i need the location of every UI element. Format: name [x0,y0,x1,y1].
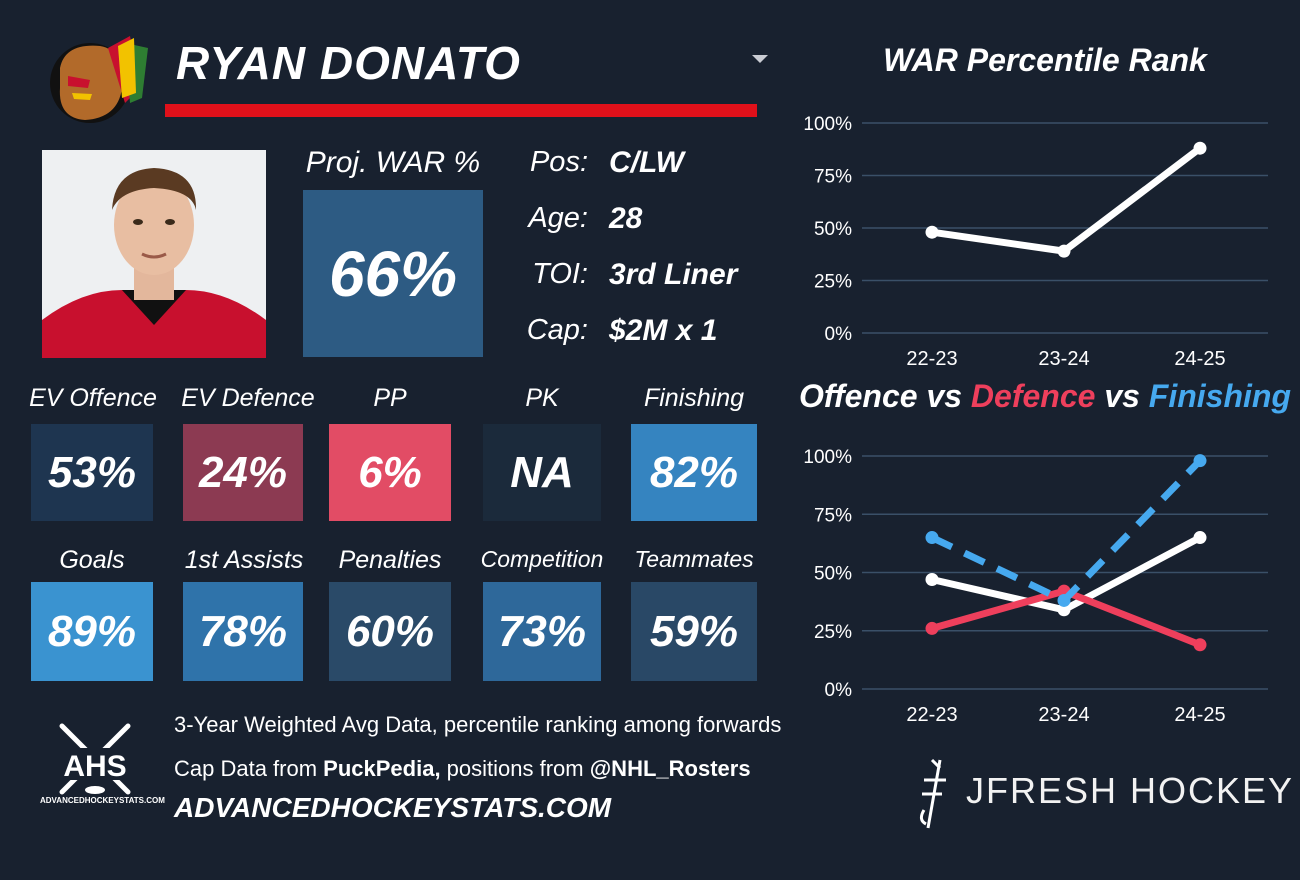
odf-chart-x-tick-label: 23-24 [1038,704,1089,726]
player-headshot [42,150,266,358]
war-chart-y-tick-label: 50% [814,219,852,240]
title-part-vs-1: vs [917,378,971,414]
chevron-down-icon[interactable] [752,55,768,63]
brand-wordmark: JFRESH HOCKEY [966,770,1295,811]
odf-chart-y-tick-label: 50% [814,564,852,585]
odf-chart-y-tick-label: 25% [814,622,852,643]
cap-value: $2M x 1 [609,314,718,347]
team-logo [50,36,148,123]
odf-chart-point-finishing [1193,454,1207,468]
toi-value: 3rd Liner [609,258,738,291]
stat-label-finishing: Finishing [643,384,745,412]
war-chart-x-tick-label: 22-23 [906,348,957,370]
war-chart-point-0 [1057,244,1071,258]
stat-label-ev-defence: EV Defence [181,384,315,412]
puckpedia-link[interactable]: PuckPedia, [323,756,441,781]
war-percentile-chart: 100% 75% 50% 25% 0% 22-23 23-24 24-25 [803,114,1268,370]
stat-box-pp: 6% [329,424,451,521]
jfresh-logo-icon [919,758,946,829]
war-chart-y-tick-label: 75% [814,167,852,188]
stat-box-penalties: 60% [329,582,451,681]
stat-label-penalties: Penalties [338,546,442,574]
war-chart-x-tick-label: 23-24 [1038,348,1089,370]
offence-defence-finishing-chart: 100% 75% 50% 25% 0% 22-23 23-24 24-25 [803,447,1268,726]
age-label: Age: [528,202,588,234]
stat-box-1st-assists: 78% [183,582,303,681]
stat-label-goals: Goals [59,546,125,574]
stat-box-competition: 73% [483,582,601,681]
ahs-logo: AHS [59,723,131,795]
ahs-logo-subtext: ADVANCEDHOCKEYSTATS.COM [40,796,165,805]
footer-sources-prefix: Cap Data from [174,756,324,781]
toi-label: TOI: [532,258,588,290]
title-underline [165,104,757,117]
player-name: RYAN DONATO [176,37,521,89]
title-part-finishing: Finishing [1148,378,1291,414]
stat-label-teammates: Teammates [634,546,754,572]
stat-label-1st-assists: 1st Assists [184,546,304,574]
odf-chart-point-defence [1193,638,1207,652]
stat-label-pk: PK [525,384,559,412]
pos-value: C/LW [609,146,684,179]
pos-label: Pos: [529,146,588,178]
stat-box-finishing: 82% [631,424,757,521]
odf-chart-point-offence [1193,531,1207,545]
proj-war-value: 66% [303,190,483,357]
odf-chart-x-tick-label: 22-23 [906,704,957,726]
age-value: 28 [609,202,643,235]
stat-box-pk: NA [483,424,601,521]
offence-defence-finishing-title: Offence vs Defence vs Finishing [790,378,1300,415]
war-chart-y-tick-label: 100% [803,114,852,135]
stat-label-ev-offence: EV Offence [29,384,157,412]
footer-sources-mid: positions from [440,756,590,781]
odf-chart-point-offence [1057,603,1071,617]
odf-chart-point-finishing [1057,593,1071,607]
stat-box-ev-offence: 53% [31,424,153,521]
title-part-vs-2: vs [1095,378,1149,414]
odf-chart-x-tick-label: 24-25 [1174,704,1225,726]
title-part-defence: Defence [970,378,1096,414]
war-chart-series-line-0 [928,144,1204,255]
proj-war-label: Proj. WAR % [305,146,481,179]
odf-chart-y-tick-label: 0% [825,680,853,701]
odf-chart-point-offence [925,572,939,586]
footer-note: 3-Year Weighted Avg Data, percentile ran… [174,712,782,737]
odf-chart-series-line-finishing [930,458,1203,604]
stat-label-competition: Competition [480,546,604,572]
stat-box-ev-defence: 24% [183,424,303,521]
war-chart-title: WAR Percentile Rank [883,42,1207,78]
website-url[interactable]: ADVANCEDHOCKEYSTATS.COM [174,792,612,823]
nhl-rosters-link[interactable]: @NHL_Rosters [589,756,751,781]
odf-chart-point-defence [925,621,939,635]
stat-box-teammates: 59% [631,582,757,681]
footer-sources: Cap Data from PuckPedia, positions from … [174,756,751,782]
war-chart-y-tick-label: 25% [814,272,852,293]
odf-chart-point-finishing [925,531,939,545]
war-chart-x-tick-label: 24-25 [1174,348,1225,370]
odf-chart-y-tick-label: 100% [803,447,852,468]
war-chart-point-0 [1193,141,1207,155]
stat-label-pp: PP [373,384,407,412]
title-part-offence: Offence [798,378,918,414]
odf-chart-y-tick-label: 75% [814,505,852,526]
war-chart-y-tick-label: 0% [825,324,853,345]
stat-box-goals: 89% [31,582,153,681]
war-chart-point-0 [925,225,939,239]
ahs-logo-text: AHS [63,750,126,783]
cap-label: Cap: [526,314,588,346]
